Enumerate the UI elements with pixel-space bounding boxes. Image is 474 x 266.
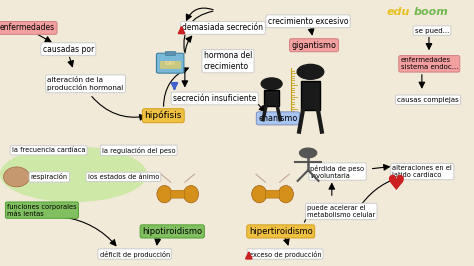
Text: causas complejas: causas complejas — [397, 97, 459, 103]
Text: boom: boom — [413, 7, 448, 17]
Text: secreción insuficiente: secreción insuficiente — [173, 94, 256, 103]
FancyBboxPatch shape — [171, 190, 185, 198]
Text: alteración de la
producción hormonal: alteración de la producción hormonal — [47, 77, 124, 91]
Text: hipófisis: hipófisis — [145, 111, 182, 120]
FancyBboxPatch shape — [156, 53, 184, 73]
Ellipse shape — [278, 186, 293, 203]
Text: respiración: respiración — [31, 173, 68, 180]
Text: enanismo: enanismo — [258, 114, 298, 123]
Ellipse shape — [0, 146, 147, 202]
Text: hipotiroidismo: hipotiroidismo — [142, 227, 202, 236]
Text: GH: GH — [165, 61, 175, 66]
FancyBboxPatch shape — [264, 90, 279, 106]
FancyBboxPatch shape — [265, 190, 280, 198]
Text: gigantismo: gigantismo — [292, 41, 337, 50]
Text: los estados de ánimo: los estados de ánimo — [88, 174, 159, 180]
Text: ♥: ♥ — [386, 173, 405, 194]
Text: alteraciones en el
latido cardíaco: alteraciones en el latido cardíaco — [392, 165, 452, 178]
FancyBboxPatch shape — [160, 61, 181, 69]
Circle shape — [297, 64, 324, 79]
Text: la frecuencia cardíaca: la frecuencia cardíaca — [12, 147, 85, 153]
FancyBboxPatch shape — [301, 81, 320, 110]
Text: se pued...: se pued... — [415, 28, 449, 34]
Ellipse shape — [157, 186, 172, 203]
Ellipse shape — [3, 167, 29, 187]
Text: funciones corporales
más lentas: funciones corporales más lentas — [7, 204, 77, 217]
Ellipse shape — [183, 186, 199, 203]
Text: puede acelerar el
metabolismo celular: puede acelerar el metabolismo celular — [307, 205, 375, 218]
Text: exceso de producción: exceso de producción — [249, 251, 321, 257]
Text: hormona del
crecimiento: hormona del crecimiento — [204, 52, 252, 71]
Ellipse shape — [252, 186, 267, 203]
Text: pérdida de peso
involuntaria: pérdida de peso involuntaria — [310, 165, 365, 178]
Text: causadas por: causadas por — [43, 45, 94, 54]
Circle shape — [261, 78, 282, 90]
Text: hipertiroidismo: hipertiroidismo — [249, 227, 312, 236]
Text: crecimiento excesivo: crecimiento excesivo — [268, 17, 348, 26]
Text: déficit de producción: déficit de producción — [100, 251, 170, 257]
Text: la regulación del peso: la regulación del peso — [102, 147, 175, 154]
Text: edu: edu — [386, 7, 410, 17]
Text: enfermedades
sistema endoc...: enfermedades sistema endoc... — [401, 57, 458, 70]
Text: demasiada secreción: demasiada secreción — [182, 23, 264, 32]
FancyBboxPatch shape — [165, 51, 175, 55]
Circle shape — [300, 148, 317, 158]
Text: enfermedades: enfermedades — [0, 23, 55, 32]
